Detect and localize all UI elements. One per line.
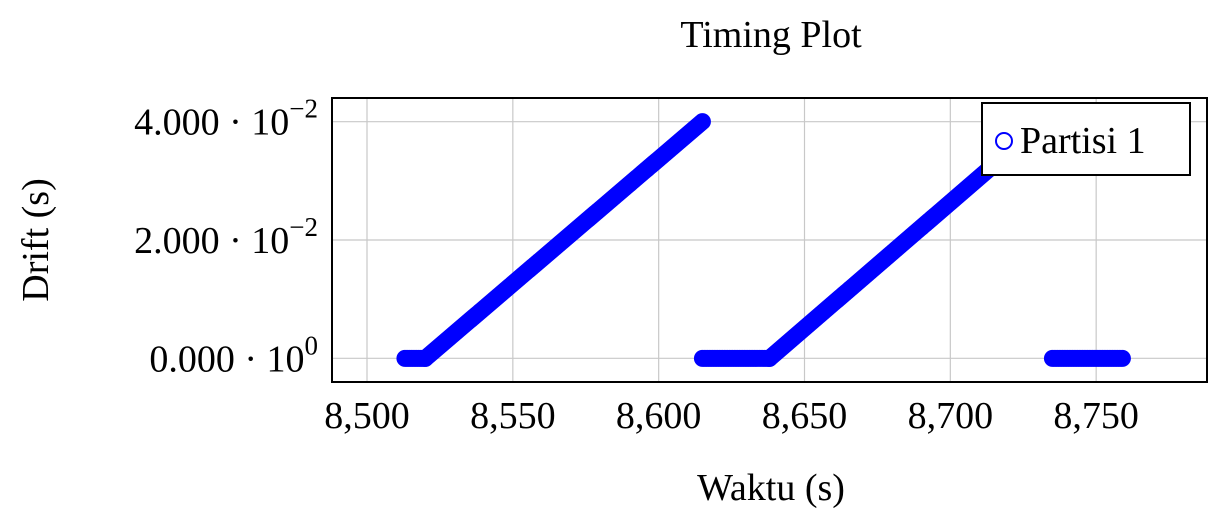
x-tick-label: 8,600 (616, 395, 702, 437)
x-tick-label: 8,750 (1053, 395, 1139, 437)
chart-title: Timing Plot (680, 14, 862, 56)
y-tick-label: 0.000 · 100 (149, 330, 318, 380)
y-tick-mantissa: 4.000 · 10 (134, 102, 289, 144)
data-points (396, 113, 1131, 367)
plot-frame (331, 97, 1208, 383)
legend-box (981, 102, 1191, 176)
y-tick-mantissa: 2.000 · 10 (134, 220, 289, 262)
y-tick-label: 4.000 · 10−2 (134, 94, 318, 144)
legend-entry-label: Partisi 1 (1020, 120, 1146, 162)
data-point (693, 113, 711, 131)
y-tick-exponent: −2 (289, 212, 318, 242)
y-tick-exponent: 0 (305, 330, 319, 360)
x-tick-label: 8,700 (908, 395, 994, 437)
data-point (1113, 349, 1131, 367)
y-tick-exponent: −2 (289, 94, 318, 124)
x-tick-label: 8,550 (470, 395, 556, 437)
x-tick-label: 8,650 (762, 395, 848, 437)
x-tick-label: 8,500 (324, 395, 410, 437)
tick-labels: 8,500 8,550 8,600 8,650 8,700 8,750 0.000 · 10… (134, 94, 1139, 437)
y-axis-label: Drift (s) (15, 178, 57, 301)
x-axis-label: Waktu (s) (697, 467, 845, 509)
legend: Partisi 1 (981, 102, 1191, 176)
y-tick-mantissa: 0.000 · 10 (149, 338, 304, 380)
y-tick-label: 2.000 · 10−2 (134, 212, 318, 262)
legend-marker-icon (995, 132, 1013, 150)
